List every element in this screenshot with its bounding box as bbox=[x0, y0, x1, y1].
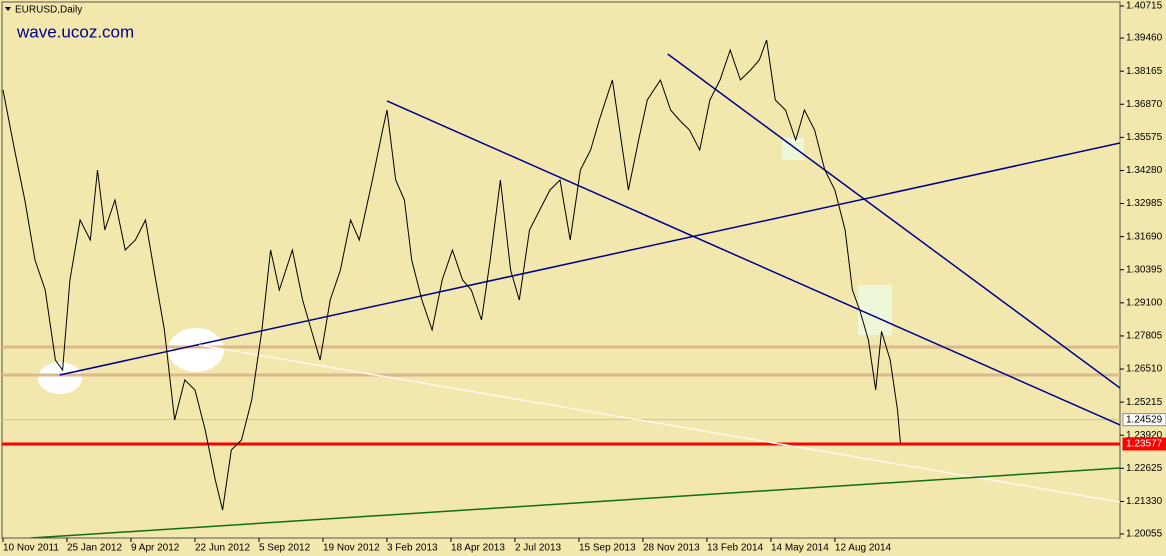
y-tick-label: 1.20055 bbox=[1126, 529, 1163, 540]
highlight-box bbox=[782, 138, 804, 160]
price-label: 1.24529 bbox=[1126, 414, 1163, 425]
price-label-box bbox=[1122, 413, 1166, 427]
y-tick-label: 1.25215 bbox=[1126, 397, 1163, 408]
trendline bbox=[59, 142, 1120, 376]
highlight bbox=[38, 362, 82, 394]
y-tick-label: 1.32985 bbox=[1126, 198, 1163, 209]
x-tick-label: 9 Apr 2012 bbox=[131, 543, 180, 554]
x-tick-label: 10 Nov 2011 bbox=[3, 543, 59, 554]
y-tick-label: 1.31690 bbox=[1126, 231, 1163, 242]
x-tick-label: 12 Aug 2014 bbox=[835, 543, 892, 554]
y-tick-label: 1.21330 bbox=[1126, 496, 1163, 507]
x-tick-label: 13 Feb 2014 bbox=[707, 543, 764, 554]
y-tick-label: 1.36870 bbox=[1126, 99, 1163, 110]
y-tick-label: 1.35575 bbox=[1126, 132, 1163, 143]
watermark: wave.ucoz.com bbox=[16, 22, 134, 41]
x-tick-label: 19 Nov 2012 bbox=[323, 543, 380, 554]
y-tick-label: 1.34280 bbox=[1126, 165, 1163, 176]
y-tick-label: 1.23920 bbox=[1126, 430, 1163, 441]
x-tick-label: 5 Sep 2012 bbox=[259, 543, 311, 554]
trendline bbox=[386, 100, 1120, 426]
x-tick-label: 2 Jul 2013 bbox=[515, 543, 562, 554]
y-tick-label: 1.30395 bbox=[1126, 264, 1163, 275]
x-tick-label: 3 Feb 2013 bbox=[387, 543, 438, 554]
plot bbox=[2, 39, 1120, 538]
x-tick-label: 22 Jun 2012 bbox=[195, 543, 250, 554]
x-tick-label: 18 Apr 2013 bbox=[451, 543, 505, 554]
y-tick-label: 1.22625 bbox=[1126, 463, 1163, 474]
x-tick-label: 15 Sep 2013 bbox=[579, 543, 636, 554]
x-tick-label: 25 Jan 2012 bbox=[67, 543, 122, 554]
trendline bbox=[30, 467, 1120, 538]
highlight bbox=[168, 328, 224, 372]
price-label-box bbox=[1122, 437, 1166, 451]
y-tick-label: 1.29100 bbox=[1126, 297, 1163, 308]
y-tick-label: 1.38165 bbox=[1126, 66, 1163, 77]
y-tick-label: 1.39460 bbox=[1126, 33, 1163, 44]
x-tick-label: 28 Nov 2013 bbox=[643, 543, 700, 554]
decorations bbox=[38, 138, 892, 394]
trendline bbox=[199, 344, 1120, 503]
trendline bbox=[667, 53, 1120, 389]
price-label: 1.23577 bbox=[1126, 439, 1163, 450]
highlight-box bbox=[858, 285, 892, 335]
chart-title: EURUSD,Daily bbox=[15, 5, 82, 16]
price-line bbox=[2, 39, 901, 511]
menu-arrow bbox=[5, 7, 11, 11]
y-tick-label: 1.26510 bbox=[1126, 364, 1163, 375]
y-tick-label: 1.27805 bbox=[1126, 331, 1163, 342]
y-tick-label: 1.40715 bbox=[1126, 1, 1163, 12]
x-tick-label: 14 May 2014 bbox=[771, 543, 829, 554]
